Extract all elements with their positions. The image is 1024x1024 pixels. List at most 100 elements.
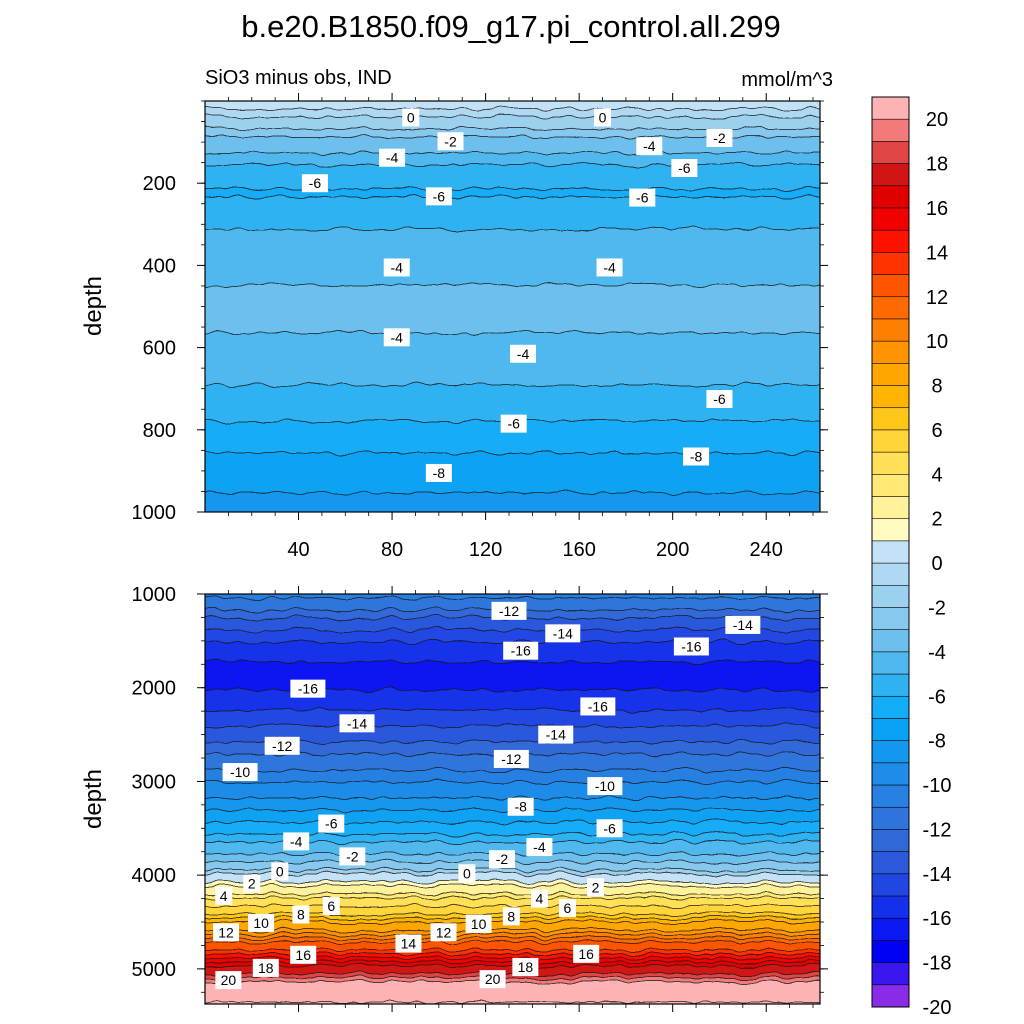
field-band — [205, 678, 820, 683]
svg-text:2: 2 — [248, 876, 256, 892]
colorbar-swatch — [871, 673, 910, 697]
colorbar-swatch — [871, 451, 910, 475]
colorbar-label: 6 — [931, 420, 942, 442]
field-band — [205, 890, 820, 895]
y-tick-label: 600 — [143, 338, 176, 360]
svg-text:16: 16 — [578, 946, 594, 962]
field-band — [205, 101, 820, 106]
colorbar-swatch — [871, 185, 910, 209]
colorbar-swatch — [871, 429, 910, 453]
contour-label: -4 — [510, 344, 537, 363]
y-tick-label: 5000 — [132, 959, 177, 981]
field-band — [205, 489, 820, 494]
field-band — [205, 838, 820, 843]
svg-text:-2: -2 — [346, 848, 359, 864]
svg-text:-12: -12 — [499, 603, 519, 619]
colorbar-swatch — [871, 562, 910, 586]
field-band — [205, 189, 820, 194]
x-tick-label: 80 — [381, 539, 403, 561]
svg-text:-4: -4 — [643, 138, 656, 154]
svg-text:-2: -2 — [444, 133, 457, 149]
field-band — [205, 481, 820, 486]
lower-plot-frame — [204, 593, 821, 1005]
colorbar-swatch — [871, 141, 910, 165]
field-band — [205, 309, 820, 314]
field-band — [205, 269, 820, 274]
field-band — [197, 513, 828, 518]
field-band — [205, 982, 820, 987]
field-band — [205, 169, 820, 174]
colorbar-swatch — [871, 873, 910, 897]
svg-text:-6: -6 — [713, 391, 726, 407]
field-band — [205, 137, 820, 142]
svg-text:4: 4 — [535, 891, 543, 907]
contour-label: 8 — [502, 907, 520, 926]
field-band — [205, 213, 820, 218]
field-band — [205, 117, 820, 122]
lower-y-axis-label: depth — [80, 769, 107, 829]
colorbar-swatch — [871, 984, 910, 1008]
svg-text:-16: -16 — [511, 643, 531, 659]
svg-text:12: 12 — [218, 924, 234, 940]
svg-text:6: 6 — [327, 898, 335, 914]
contour-label: 4 — [215, 886, 233, 905]
contour-label: 14 — [395, 934, 422, 953]
field-band — [205, 770, 820, 775]
field-band — [205, 301, 820, 306]
svg-text:-12: -12 — [272, 738, 292, 754]
contour-label: -10 — [222, 763, 258, 782]
colorbar-swatch — [871, 274, 910, 298]
field-band — [205, 658, 820, 663]
svg-text:-16: -16 — [681, 638, 701, 654]
field-band — [205, 998, 820, 1003]
field-band — [205, 794, 820, 799]
field-band — [205, 437, 820, 442]
field-band — [205, 193, 820, 198]
contour-label: 16 — [573, 944, 600, 963]
field-band — [205, 457, 820, 462]
field-band — [205, 690, 820, 695]
field-band — [205, 842, 820, 847]
y-tick-label: 2000 — [132, 678, 177, 700]
contour-label: -6 — [500, 414, 527, 433]
contour-label: -14 — [339, 714, 375, 733]
field-band — [205, 782, 820, 787]
contour-label: -4 — [379, 148, 406, 167]
field-band — [205, 682, 820, 687]
contour-label: -16 — [290, 679, 326, 698]
field-band — [205, 598, 820, 603]
field-band — [205, 173, 820, 178]
colorbar-swatch — [871, 895, 910, 919]
field-band — [205, 365, 820, 370]
field-band — [205, 313, 820, 318]
upper-contour-labels: 0 0 -2 -2 -4 -4 -6 -6 -6 -6 -4 -4 -4 -4 -6 -6 -8 -8 — [301, 108, 733, 482]
field-band — [205, 662, 820, 667]
field-band — [205, 389, 820, 394]
colorbar-label: -10 — [923, 775, 952, 797]
field-band — [205, 990, 820, 995]
contour-label: -16 — [503, 641, 539, 660]
field-band — [205, 341, 820, 346]
field-band — [205, 686, 820, 691]
field-band — [205, 333, 820, 338]
field-band — [205, 674, 820, 679]
colorbar-label: -8 — [928, 731, 946, 753]
field-band — [205, 954, 820, 959]
colorbar-label: 4 — [931, 464, 942, 486]
field-band — [205, 726, 820, 731]
field-band — [205, 381, 820, 386]
svg-text:-6: -6 — [603, 820, 616, 836]
colorbar-swatch — [871, 740, 910, 764]
field-band — [205, 113, 820, 118]
field-band — [205, 706, 820, 711]
svg-text:16: 16 — [295, 947, 311, 963]
field-band — [205, 393, 820, 398]
field-band — [205, 337, 820, 342]
field-band — [205, 505, 820, 510]
field-band — [205, 594, 820, 599]
field-band — [205, 445, 820, 450]
field-band — [205, 501, 820, 506]
svg-text:8: 8 — [297, 907, 305, 923]
field-band — [205, 626, 820, 631]
x-tick-label: 240 — [750, 539, 783, 561]
